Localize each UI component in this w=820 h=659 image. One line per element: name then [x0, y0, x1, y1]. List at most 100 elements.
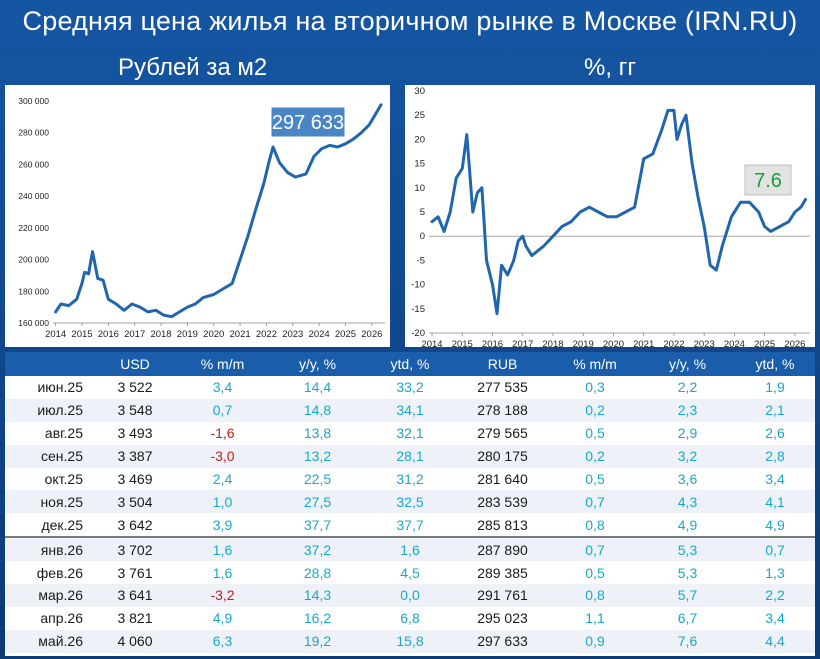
percent-cell: 32,5: [365, 490, 455, 514]
y-tick-label: -10: [411, 280, 425, 291]
percent-cell: 1,0: [175, 490, 270, 514]
percent-cell: 7,6: [640, 629, 735, 653]
table-row: авг.25 3 493 -1,6 13,8 32,1 279 565 0,5 2,9 2,6: [5, 421, 815, 445]
percent-cell: 0,5: [550, 467, 640, 491]
x-tick-label: 2023: [694, 339, 715, 347]
value-cell: 291 761: [455, 584, 550, 607]
value-cell: 3 761: [95, 561, 175, 585]
x-tick-label: 2019: [177, 329, 198, 340]
table-row: сен.25 3 387 -3,0 13,2 28,1 280 175 0,2 3,2 2,8: [5, 444, 815, 468]
value-cell: 280 175: [455, 444, 550, 468]
y-tick-label: 25: [414, 110, 425, 121]
row-label: июн.25: [5, 376, 95, 399]
row-label: янв.26: [5, 536, 95, 562]
value-cell: 3 522: [95, 376, 175, 399]
y-tick-label: -15: [411, 304, 425, 315]
value-cell: 295 023: [455, 606, 550, 630]
column-header: USD: [95, 352, 175, 376]
page-title: Средняя цена жилья на вторичном рынке в …: [22, 6, 798, 36]
percent-cell: 2,4: [175, 467, 270, 491]
percent-cell: 0,8: [550, 584, 640, 607]
x-tick-label: 2025: [754, 339, 775, 347]
percent-cell: 0,0: [365, 584, 455, 607]
table-row: май.26 4 060 6,3 19,2 15,8 297 633 0,9 7,6 4,4: [5, 629, 815, 653]
percent-cell: 0,8: [550, 513, 640, 538]
table-row: мар.26 3 641 -3,2 14,3 0,0 291 761 0,8 5,7 2,2: [5, 584, 815, 607]
x-tick-label: 2025: [335, 329, 356, 340]
y-tick-label: 160 000: [18, 318, 49, 328]
percent-cell: 0,9: [550, 629, 640, 653]
percent-cell: 1,1: [550, 606, 640, 630]
percent-cell: 0,7: [550, 536, 640, 562]
row-label: мар.26: [5, 584, 95, 607]
y-tick-label: 0: [420, 231, 425, 242]
percent-cell: 0,7: [175, 398, 270, 422]
percent-cell: 3,6: [640, 467, 735, 491]
value-cell: 281 640: [455, 467, 550, 491]
x-tick-label: 2019: [573, 339, 594, 347]
table-row: ноя.25 3 504 1,0 27,5 32,5 283 539 0,7 4,3 4,1: [5, 490, 815, 514]
percent-cell: 2,8: [735, 444, 815, 468]
y-tick-label: -5: [417, 255, 425, 266]
percent-cell: 5,7: [640, 584, 735, 607]
x-tick-label: 2018: [542, 339, 563, 347]
y-tick-label: 240 000: [18, 191, 49, 201]
x-tick-label: 2023: [282, 329, 303, 340]
row-label: апр.26: [5, 606, 95, 630]
column-header: y/y, %: [270, 352, 365, 376]
percent-cell: 31,2: [365, 467, 455, 491]
percent-cell: 3,2: [640, 444, 735, 468]
table-row: дек.25 3 642 3,9 37,7 37,7 285 813 0,8 4,9 4,9: [5, 513, 815, 538]
column-header: RUB: [455, 352, 550, 376]
row-label: июл.25: [5, 398, 95, 422]
x-tick-label: 2021: [633, 339, 654, 347]
y-tick-label: 15: [414, 159, 425, 170]
data-table: USD% m/m y/y, % ytd, % RUB% m/m y/y, % ytd, %…: [5, 352, 815, 653]
percent-cell: 2,2: [640, 376, 735, 399]
percent-cell: 13,2: [270, 444, 365, 468]
percent-cell: 1,6: [175, 561, 270, 585]
percent-cell: 32,1: [365, 421, 455, 445]
percent-cell: 1,3: [735, 561, 815, 585]
percent-cell: -1,6: [175, 421, 270, 445]
percent-cell: 0,7: [550, 490, 640, 514]
y-tick-label: 220 000: [18, 223, 49, 233]
value-badge-box: [271, 107, 345, 137]
percent-cell: 15,8: [365, 629, 455, 653]
x-tick-label: 2024: [309, 329, 330, 340]
percent-cell: 4,9: [175, 606, 270, 630]
percent-cell: 14,3: [270, 584, 365, 607]
percent-cell: 2,6: [735, 421, 815, 445]
percent-cell: 16,2: [270, 606, 365, 630]
percent-cell: 5,3: [640, 561, 735, 585]
percent-cell: 3,4: [735, 467, 815, 491]
percent-cell: 5,3: [640, 536, 735, 562]
percent-cell: 3,4: [735, 606, 815, 630]
percent-cell: -3,2: [175, 584, 270, 607]
percent-cell: 37,7: [270, 513, 365, 538]
value-cell: 3 493: [95, 421, 175, 445]
x-tick-label: 2015: [71, 329, 92, 340]
value-cell: 277 535: [455, 376, 550, 399]
row-label: дек.25: [5, 513, 95, 538]
percent-cell: 37,7: [365, 513, 455, 538]
x-tick-label: 2017: [512, 339, 533, 347]
percent-cell: 1,6: [365, 536, 455, 562]
table-row: июн.25 3 522 3,4 14,4 33,2 277 535 0,3 2,2 1,9: [5, 376, 815, 399]
percent-cell: 28,8: [270, 561, 365, 585]
value-cell: 297 633: [455, 629, 550, 653]
y-tick-label: 280 000: [18, 128, 49, 138]
percent-cell: 6,8: [365, 606, 455, 630]
value-cell: 283 539: [455, 490, 550, 514]
percent-cell: 2,9: [640, 421, 735, 445]
percent-cell: 4,5: [365, 561, 455, 585]
value-cell: 3 641: [95, 584, 175, 607]
row-label: фев.26: [5, 561, 95, 585]
series-line: [54, 103, 383, 319]
x-tick-label: 2014: [421, 339, 442, 347]
value-cell: 285 813: [455, 513, 550, 538]
value-cell: 279 565: [455, 421, 550, 445]
x-tick-label: 2022: [256, 329, 277, 340]
percent-cell: 34,1: [365, 398, 455, 422]
percent-cell: 22,5: [270, 467, 365, 491]
